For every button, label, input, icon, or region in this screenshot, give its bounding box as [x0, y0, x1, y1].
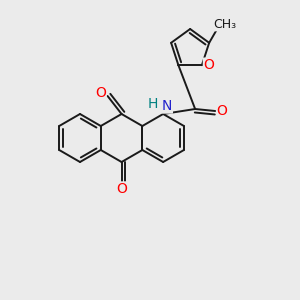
Text: CH₃: CH₃: [214, 18, 237, 31]
Text: O: O: [203, 58, 214, 72]
Text: O: O: [116, 182, 127, 196]
Text: O: O: [95, 86, 106, 100]
Text: O: O: [217, 104, 228, 118]
Text: H: H: [148, 97, 158, 111]
Text: N: N: [162, 99, 172, 113]
